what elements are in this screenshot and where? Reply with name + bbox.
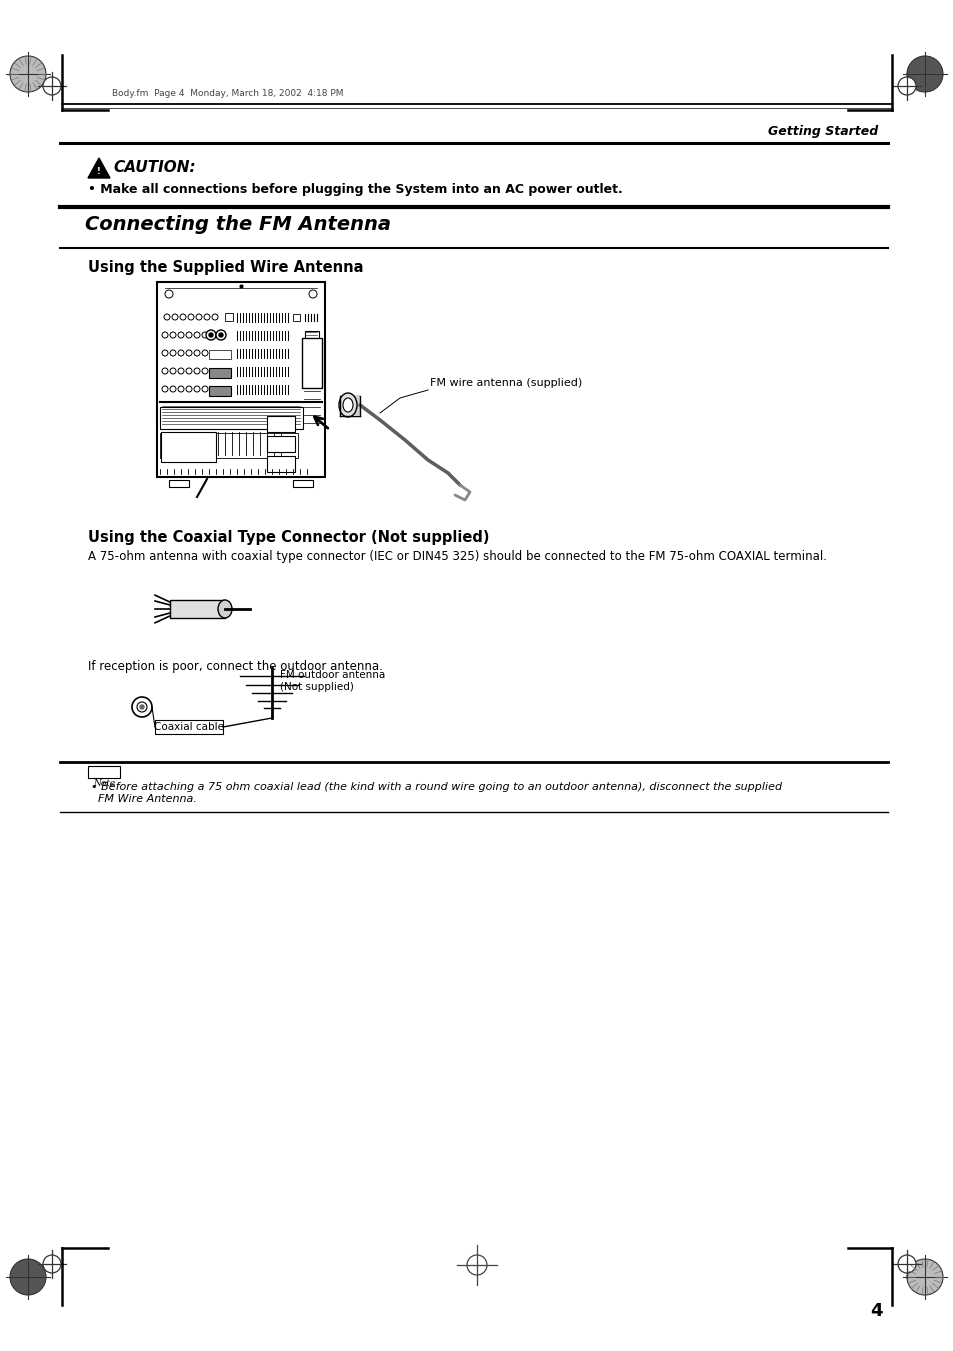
Bar (267, 436, 294, 453)
Circle shape (309, 290, 316, 299)
Circle shape (215, 330, 226, 340)
Ellipse shape (338, 393, 356, 417)
Circle shape (209, 332, 213, 336)
Circle shape (202, 386, 208, 392)
Circle shape (162, 350, 168, 357)
Text: • Make all connections before plugging the System into an AC power outlet.: • Make all connections before plugging t… (88, 182, 622, 196)
Circle shape (10, 55, 46, 92)
Circle shape (202, 350, 208, 357)
Bar (157, 282, 325, 477)
Circle shape (162, 332, 168, 338)
Circle shape (43, 77, 61, 95)
Bar (293, 313, 299, 322)
Circle shape (132, 697, 152, 717)
Circle shape (193, 367, 200, 374)
Bar (305, 349, 318, 358)
Circle shape (140, 705, 144, 709)
Text: !: ! (97, 168, 101, 177)
Circle shape (188, 313, 193, 320)
Text: Note: Note (92, 780, 115, 789)
Polygon shape (88, 158, 110, 178)
Bar (209, 350, 231, 359)
Text: Connecting the FM Antenna: Connecting the FM Antenna (85, 215, 391, 234)
Bar (88, 766, 120, 778)
Circle shape (195, 313, 202, 320)
Bar (160, 434, 297, 458)
Bar (169, 480, 189, 486)
Text: 4: 4 (869, 1302, 882, 1320)
Circle shape (43, 1255, 61, 1273)
Circle shape (172, 313, 178, 320)
Bar (305, 331, 318, 340)
Bar (293, 480, 313, 486)
Circle shape (906, 1259, 942, 1296)
Circle shape (137, 703, 147, 712)
Circle shape (467, 1255, 486, 1275)
Bar (267, 457, 294, 471)
Text: Using the Coaxial Type Connector (Not supplied): Using the Coaxial Type Connector (Not su… (88, 530, 489, 544)
Circle shape (186, 350, 192, 357)
Circle shape (170, 350, 175, 357)
Text: • Before attaching a 75 ohm coaxial lead (the kind with a round wire going to an: • Before attaching a 75 ohm coaxial lead… (91, 782, 781, 804)
Text: If reception is poor, connect the outdoor antenna.: If reception is poor, connect the outdoo… (88, 661, 382, 673)
Circle shape (193, 386, 200, 392)
Circle shape (180, 313, 186, 320)
Circle shape (178, 332, 184, 338)
Bar (154, 720, 223, 734)
Circle shape (206, 330, 215, 340)
Circle shape (178, 386, 184, 392)
Ellipse shape (218, 600, 232, 617)
Bar (170, 600, 225, 617)
Circle shape (165, 290, 172, 299)
Circle shape (193, 350, 200, 357)
Circle shape (212, 313, 218, 320)
Circle shape (186, 367, 192, 374)
Circle shape (170, 386, 175, 392)
Circle shape (202, 367, 208, 374)
Text: Getting Started: Getting Started (767, 126, 877, 138)
Text: Coaxial cable: Coaxial cable (153, 721, 224, 732)
Circle shape (202, 332, 208, 338)
Bar (209, 386, 231, 396)
Circle shape (170, 367, 175, 374)
Circle shape (193, 332, 200, 338)
Text: FM outdoor antenna
(Not supplied): FM outdoor antenna (Not supplied) (280, 670, 385, 692)
Bar (305, 367, 318, 376)
Bar (302, 338, 322, 388)
Text: Body.fm  Page 4  Monday, March 18, 2002  4:18 PM: Body.fm Page 4 Monday, March 18, 2002 4:… (112, 89, 343, 99)
Bar (161, 432, 215, 462)
Circle shape (10, 1259, 46, 1296)
Circle shape (897, 77, 915, 95)
Circle shape (178, 367, 184, 374)
Text: CAUTION:: CAUTION: (112, 159, 195, 176)
Circle shape (162, 367, 168, 374)
Circle shape (162, 386, 168, 392)
Bar (339, 394, 359, 415)
Ellipse shape (343, 399, 353, 412)
Bar (225, 313, 233, 322)
Circle shape (186, 332, 192, 338)
Circle shape (897, 1255, 915, 1273)
Text: FM wire antenna (supplied): FM wire antenna (supplied) (430, 378, 581, 388)
Bar (209, 367, 231, 378)
Circle shape (164, 313, 170, 320)
Circle shape (186, 386, 192, 392)
Bar (267, 416, 294, 432)
Circle shape (178, 350, 184, 357)
Circle shape (204, 313, 210, 320)
Text: A 75-ohm antenna with coaxial type connector (IEC or DIN45 325) should be connec: A 75-ohm antenna with coaxial type conne… (88, 550, 826, 563)
Circle shape (170, 332, 175, 338)
Bar (160, 407, 303, 430)
Circle shape (906, 55, 942, 92)
Circle shape (219, 332, 223, 336)
Text: Using the Supplied Wire Antenna: Using the Supplied Wire Antenna (88, 259, 363, 276)
